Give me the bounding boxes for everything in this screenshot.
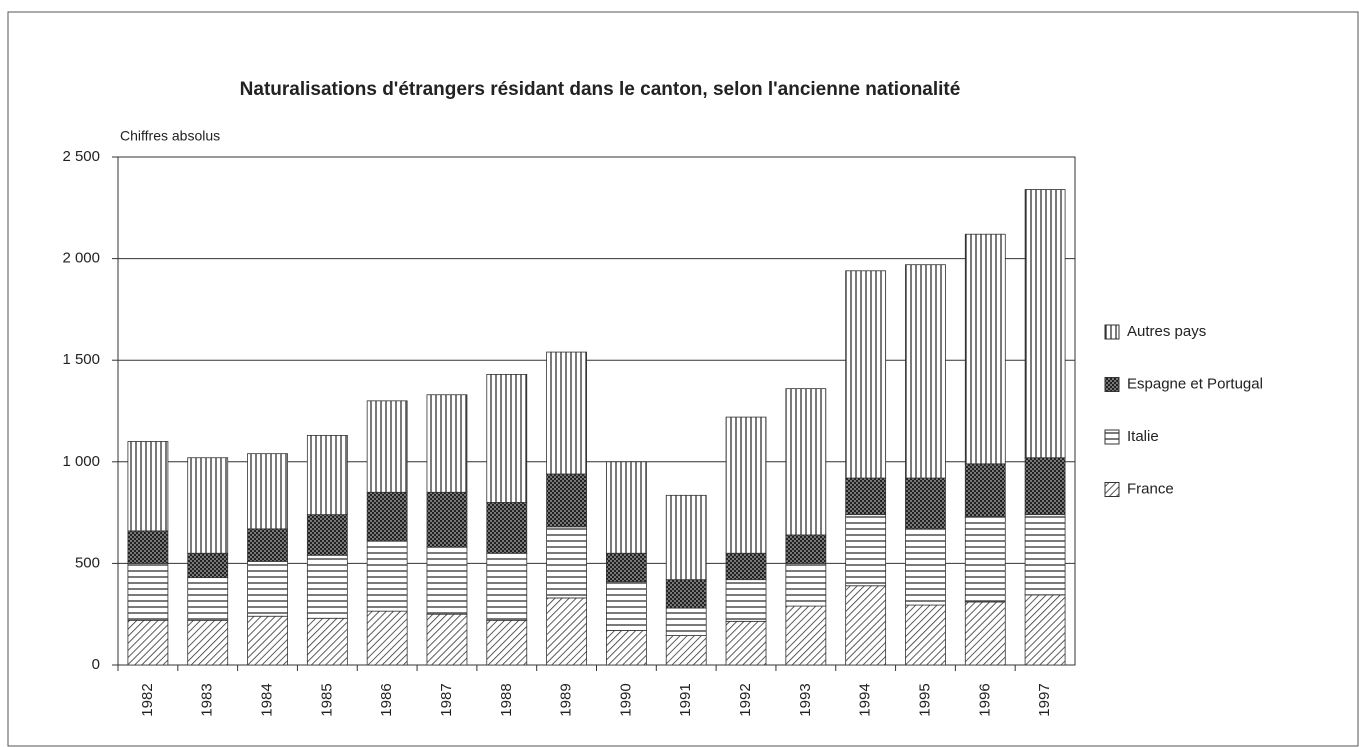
x-tick-label: 1991 — [677, 683, 694, 716]
x-tick-label: 1987 — [438, 683, 455, 716]
bar-segment — [546, 597, 587, 666]
bar-segment — [486, 374, 528, 503]
bar-segment — [845, 270, 887, 479]
bar-segment — [1024, 594, 1066, 666]
bar-segment — [187, 552, 229, 579]
bar-segment — [905, 528, 946, 606]
bar-segment — [306, 434, 348, 516]
bar-segment — [665, 494, 707, 581]
x-tick-label: 1985 — [318, 683, 335, 716]
bar-segment — [306, 617, 348, 666]
bar-segment — [785, 534, 827, 564]
bar-segment — [187, 619, 229, 666]
x-tick-label: 1988 — [498, 683, 515, 716]
x-tick-label: 1990 — [617, 683, 634, 716]
x-tick-label: 1994 — [857, 683, 874, 716]
bar-segment — [665, 607, 707, 636]
y-tick-label: 1 000 — [62, 453, 100, 470]
bar-segment — [247, 615, 288, 666]
bar-segment — [785, 605, 827, 666]
bar-segment — [486, 619, 528, 666]
legend-swatch — [1104, 482, 1120, 497]
bar-segment — [486, 552, 528, 621]
bar-segment — [1024, 514, 1066, 596]
bar-segment — [725, 579, 767, 622]
legend-label: Espagne et Portugal — [1127, 375, 1263, 392]
bar-segment — [1024, 457, 1066, 516]
bar-segment — [187, 577, 229, 621]
bar-segment — [127, 530, 169, 564]
bar-segment — [964, 516, 1006, 603]
bar-segment — [606, 461, 647, 554]
frame — [7, 11, 1359, 747]
bar-segment — [546, 473, 587, 528]
legend-swatch — [1104, 377, 1120, 392]
bar-segment — [426, 613, 468, 666]
legend-label: Autres pays — [1127, 323, 1206, 340]
bar-segment — [845, 585, 887, 666]
bar-segment — [546, 526, 587, 599]
x-tick-label: 1982 — [139, 683, 156, 716]
bar-segment — [905, 477, 946, 530]
bar-segment — [905, 604, 946, 666]
x-tick-label: 1997 — [1036, 683, 1053, 716]
x-tick-label: 1993 — [797, 683, 814, 716]
chart-title: Naturalisations d'étrangers résidant dan… — [240, 79, 961, 100]
bar-segment — [426, 491, 468, 548]
bar-segment — [725, 620, 767, 666]
x-tick-label: 1995 — [916, 683, 933, 716]
x-tick-label: 1983 — [199, 683, 216, 716]
bar-segment — [725, 552, 767, 581]
bar-segment — [606, 630, 647, 666]
y-tick-label: 2 000 — [62, 250, 100, 267]
bar-segment — [665, 579, 707, 609]
x-tick-label: 1984 — [259, 683, 276, 716]
y-axis-label: Chiffres absolus — [120, 128, 220, 144]
bar-segment — [426, 546, 468, 615]
x-tick-label: 1989 — [558, 683, 575, 716]
bar-segment — [785, 563, 827, 607]
bar-segment — [187, 457, 229, 554]
bar-segment — [725, 416, 767, 554]
bar-segment — [606, 552, 647, 583]
bar-segment — [306, 514, 348, 556]
bar-segment — [426, 394, 468, 493]
y-tick-label: 1 500 — [62, 351, 100, 368]
bar-segment — [366, 540, 408, 612]
bar-segment — [785, 388, 827, 536]
bar-segment — [546, 351, 587, 475]
y-tick-label: 2 500 — [62, 148, 100, 165]
legend-label: Italie — [1127, 428, 1159, 445]
y-tick-label: 500 — [75, 554, 100, 571]
bar-segment — [127, 441, 169, 532]
bar-segment — [247, 528, 288, 562]
legend-swatch — [1104, 324, 1120, 340]
bar-segment — [606, 581, 647, 631]
legend-swatch — [1104, 429, 1120, 445]
bar-segment — [964, 601, 1006, 666]
bar-segment — [486, 502, 528, 554]
bar-segment — [247, 453, 288, 530]
bar-segment — [964, 463, 1006, 518]
bar-segment — [905, 264, 946, 479]
bar-segment — [845, 514, 887, 587]
bar-segment — [306, 554, 348, 619]
bar-segment — [366, 610, 408, 666]
bar-segment — [127, 619, 169, 666]
bar-segment — [1024, 189, 1066, 459]
bar-segment — [845, 477, 887, 516]
bar-segment — [127, 563, 169, 621]
bar-segment — [964, 233, 1006, 465]
bar-segment — [665, 635, 707, 666]
x-tick-label: 1996 — [976, 683, 993, 716]
bar-segment — [247, 560, 288, 617]
x-tick-label: 1992 — [737, 683, 754, 716]
legend-label: France — [1127, 480, 1174, 497]
y-tick-label: 0 — [92, 656, 100, 673]
x-tick-label: 1986 — [378, 683, 395, 716]
bar-segment — [366, 400, 408, 493]
bar-segment — [366, 491, 408, 542]
